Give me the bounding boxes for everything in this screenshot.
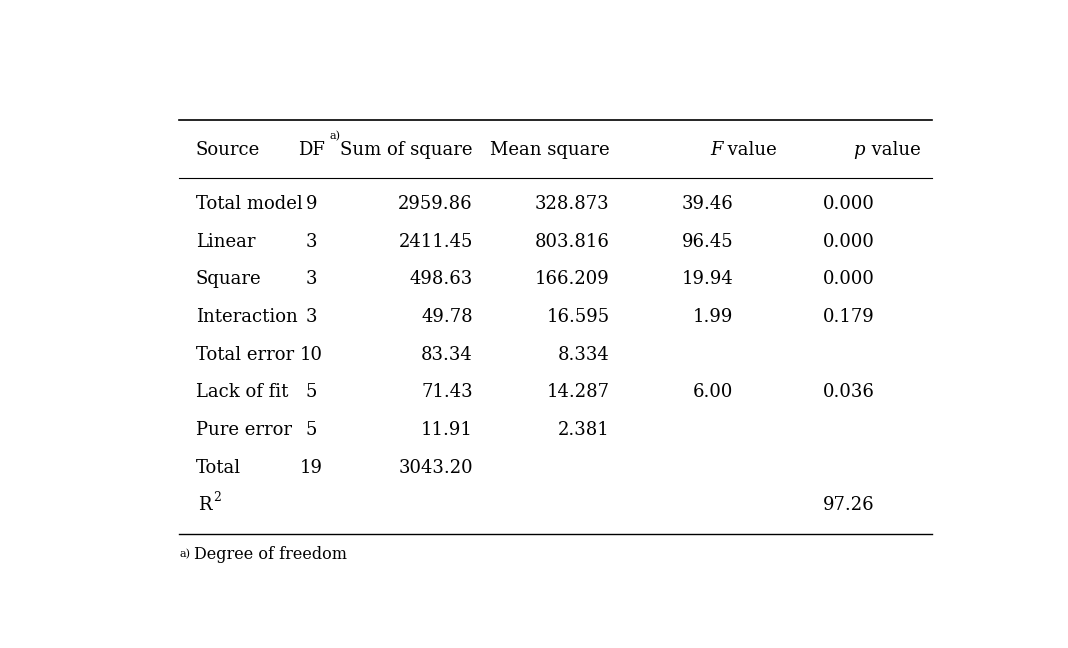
Text: 0.000: 0.000 — [822, 270, 875, 288]
Text: 83.34: 83.34 — [421, 345, 473, 364]
Text: 0.036: 0.036 — [822, 384, 875, 401]
Text: 2.381: 2.381 — [557, 421, 610, 439]
Text: 16.595: 16.595 — [547, 308, 610, 326]
Text: 97.26: 97.26 — [822, 496, 875, 515]
Text: 2959.86: 2959.86 — [398, 195, 473, 213]
Text: 3: 3 — [305, 270, 317, 288]
Text: 11.91: 11.91 — [421, 421, 473, 439]
Text: 9: 9 — [305, 195, 317, 213]
Text: 39.46: 39.46 — [681, 195, 734, 213]
Text: p: p — [853, 141, 865, 159]
Text: 5: 5 — [305, 384, 317, 401]
Text: Interaction: Interaction — [195, 308, 297, 326]
Text: 1.99: 1.99 — [693, 308, 734, 326]
Text: Mean square: Mean square — [490, 141, 610, 159]
Text: 6.00: 6.00 — [693, 384, 734, 401]
Text: 3043.20: 3043.20 — [398, 459, 473, 477]
Text: a): a) — [179, 549, 190, 559]
Text: Total error: Total error — [195, 345, 294, 364]
Text: Sum of square: Sum of square — [341, 141, 473, 159]
Text: a): a) — [330, 131, 341, 141]
Text: R: R — [198, 496, 211, 515]
Text: 498.63: 498.63 — [410, 270, 473, 288]
Text: 19.94: 19.94 — [681, 270, 734, 288]
Text: 3: 3 — [305, 308, 317, 326]
Text: 0.000: 0.000 — [822, 195, 875, 213]
Text: Square: Square — [195, 270, 262, 288]
Text: 0.000: 0.000 — [822, 233, 875, 251]
Text: Total model: Total model — [195, 195, 302, 213]
Text: 5: 5 — [305, 421, 317, 439]
Text: F: F — [710, 141, 723, 159]
Text: Pure error: Pure error — [195, 421, 292, 439]
Text: 0.179: 0.179 — [822, 308, 875, 326]
Text: Source: Source — [195, 141, 260, 159]
Text: 166.209: 166.209 — [535, 270, 610, 288]
Text: 96.45: 96.45 — [682, 233, 734, 251]
Text: Total: Total — [195, 459, 240, 477]
Text: 2: 2 — [213, 491, 221, 504]
Text: 19: 19 — [300, 459, 323, 477]
Text: 49.78: 49.78 — [421, 308, 473, 326]
Text: Lack of fit: Lack of fit — [195, 384, 288, 401]
Text: 10: 10 — [300, 345, 323, 364]
Text: 328.873: 328.873 — [535, 195, 610, 213]
Text: 8.334: 8.334 — [557, 345, 610, 364]
Text: 803.816: 803.816 — [535, 233, 610, 251]
Text: 2411.45: 2411.45 — [398, 233, 473, 251]
Text: 14.287: 14.287 — [547, 384, 610, 401]
Text: Linear: Linear — [195, 233, 255, 251]
Text: 71.43: 71.43 — [421, 384, 473, 401]
Text: value: value — [724, 141, 778, 159]
Text: DF: DF — [298, 141, 325, 159]
Text: value: value — [867, 141, 921, 159]
Text: 3: 3 — [305, 233, 317, 251]
Text: Degree of freedom: Degree of freedom — [194, 546, 347, 562]
